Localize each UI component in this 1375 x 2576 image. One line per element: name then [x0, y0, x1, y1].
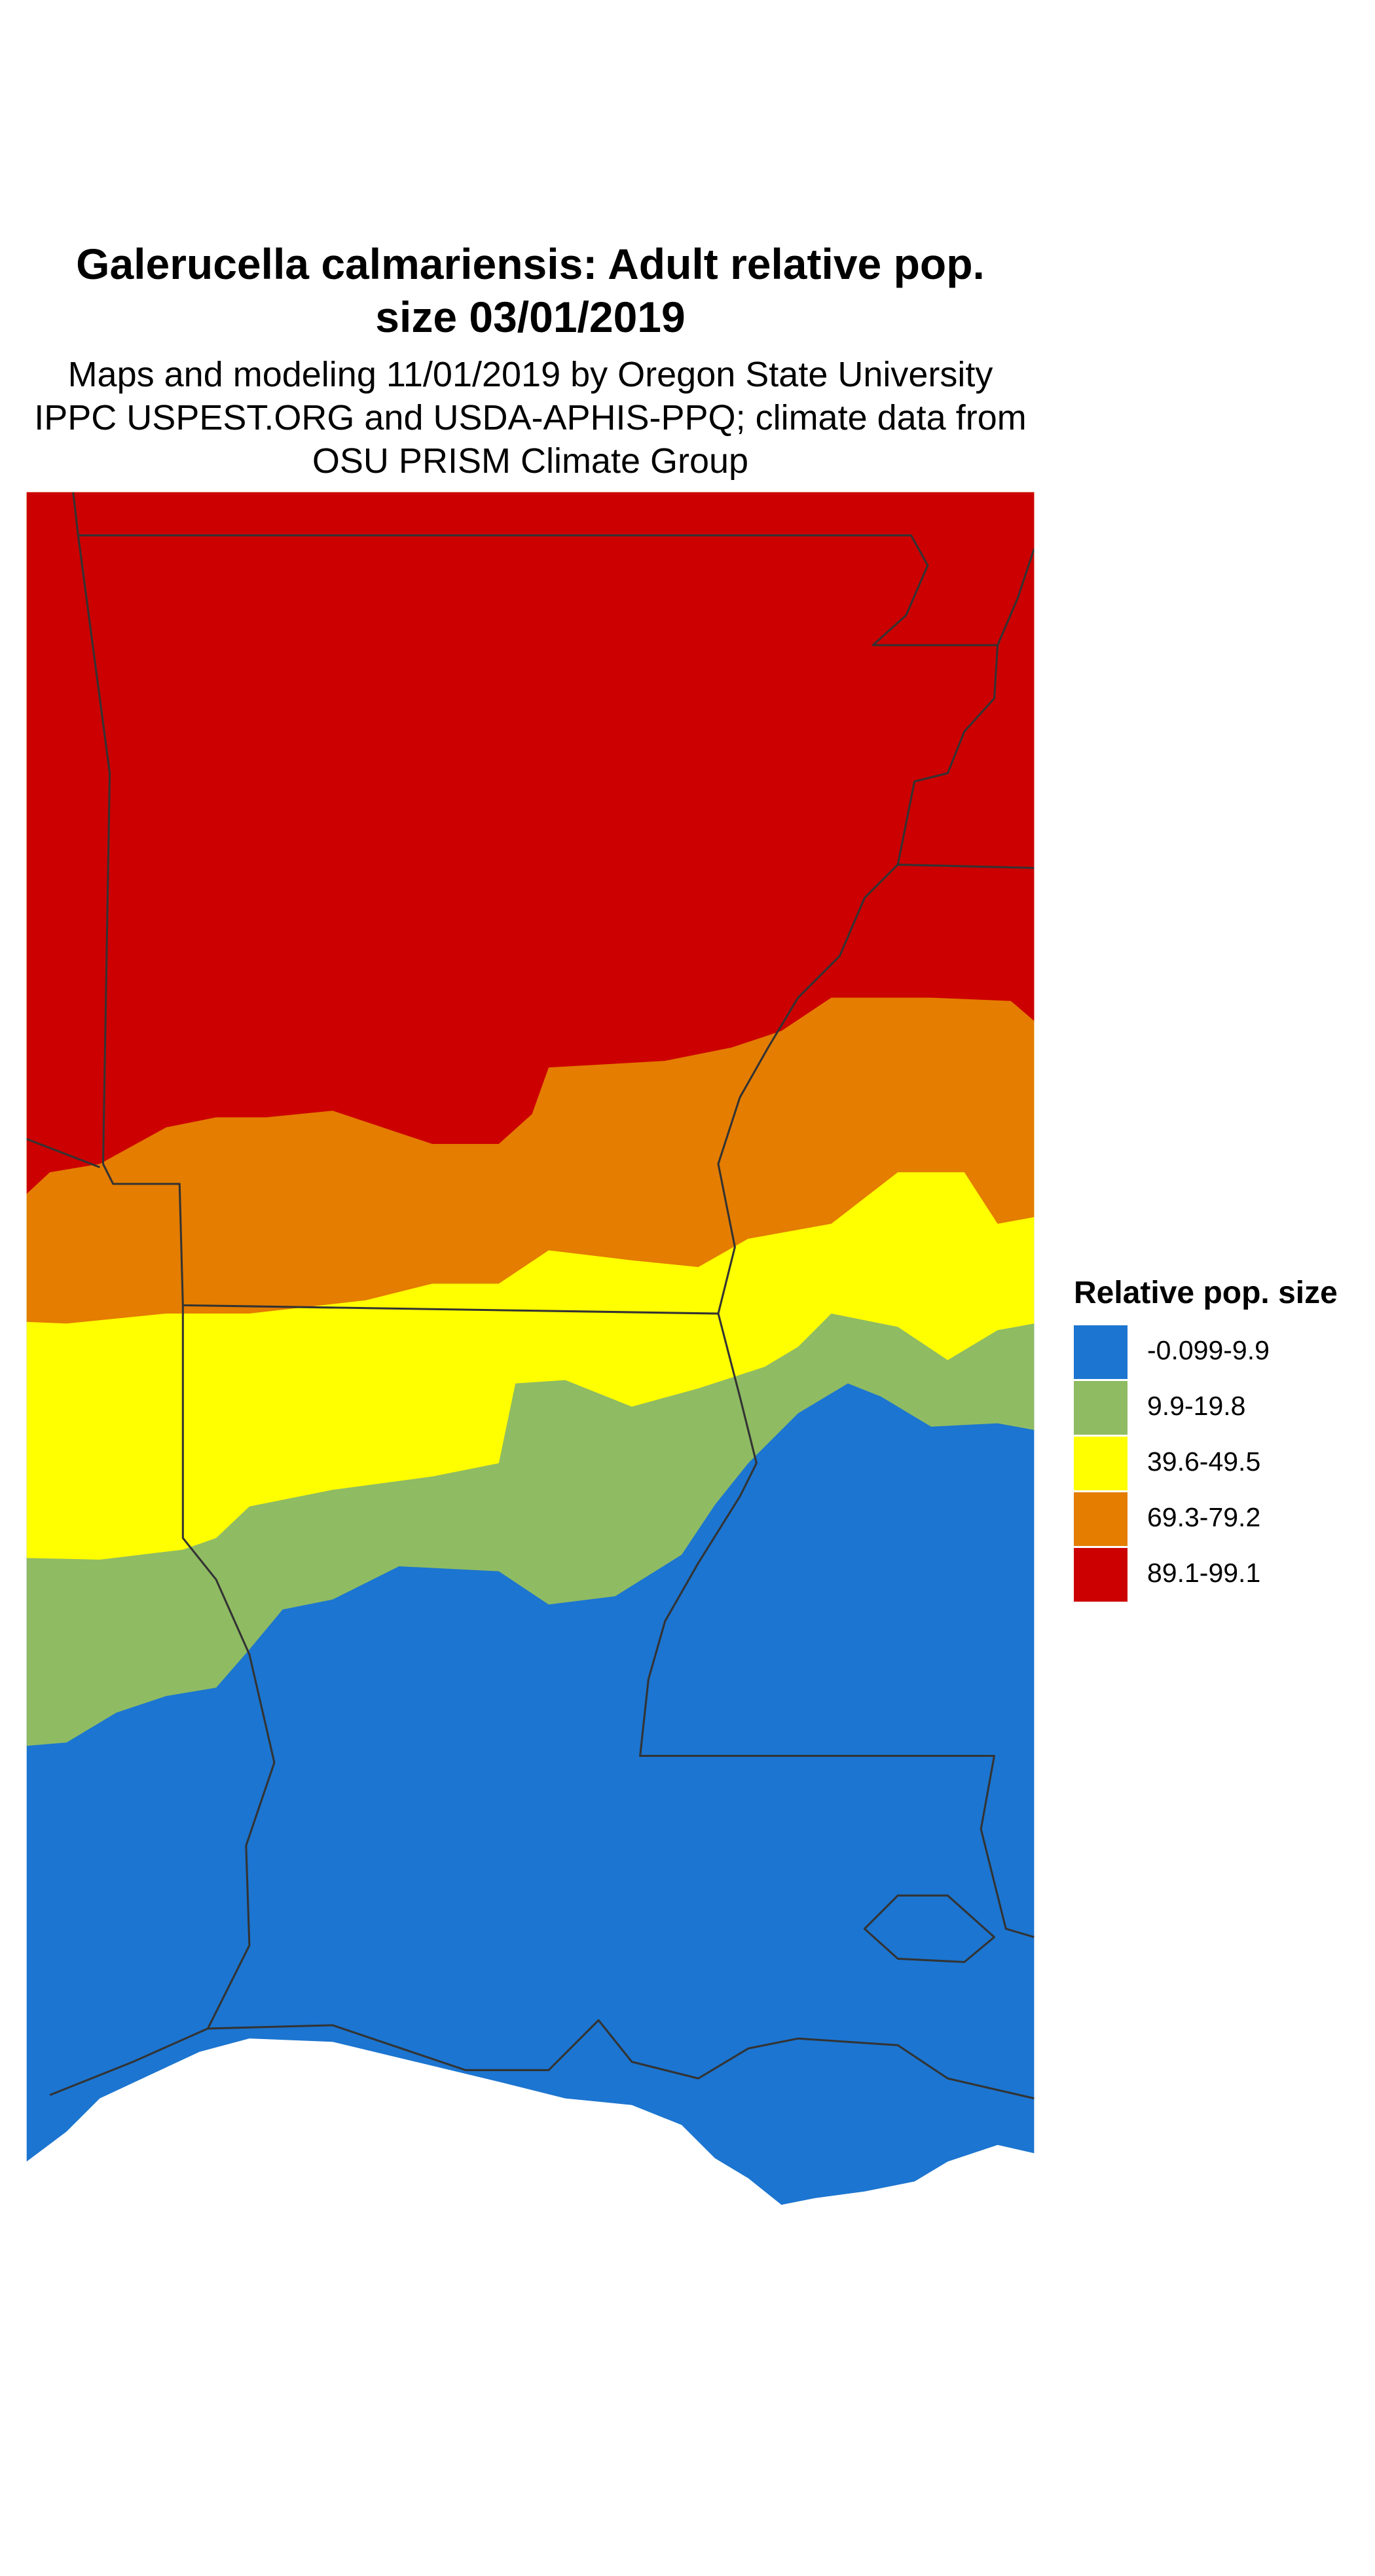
zone: [26, 492, 1035, 1194]
state-border: [639, 645, 1035, 1938]
legend-title: Relative pop. size: [1074, 1276, 1338, 1310]
legend-swatch: [1074, 1437, 1128, 1490]
title: size 03/01/2019: [375, 293, 685, 341]
legend-label: 9.9-19.8: [1147, 1391, 1245, 1421]
legend-label: 39.6-49.5: [1147, 1446, 1260, 1477]
legend-swatch: [1074, 1548, 1128, 1602]
map: [26, 492, 1035, 2205]
state-border: [26, 1137, 1035, 2100]
state-border: [72, 492, 1035, 646]
title: Galerucella calmariensis: Adult relative…: [76, 240, 985, 288]
legend-label: 69.3-79.2: [1147, 1502, 1260, 1532]
legend-swatch: [1074, 1492, 1128, 1546]
legend: -0.099-9.9 9.9-19.8 39.6-49.5 69.3-79.2 89.1…: [1074, 1325, 1270, 1602]
state-border: [863, 1894, 996, 1963]
legend-swatch: [1074, 1325, 1128, 1379]
subtitle: OSU PRISM Climate Group: [312, 441, 748, 481]
legend-label: -0.099-9.9: [1147, 1335, 1270, 1365]
legend-label: 89.1-99.1: [1147, 1558, 1260, 1588]
subtitle: IPPC USPEST.ORG and USDA-APHIS-PPQ; clim…: [34, 398, 1026, 437]
legend-swatch: [1074, 1381, 1128, 1435]
subtitle: Maps and modeling 11/01/2019 by Oregon S…: [68, 355, 993, 394]
